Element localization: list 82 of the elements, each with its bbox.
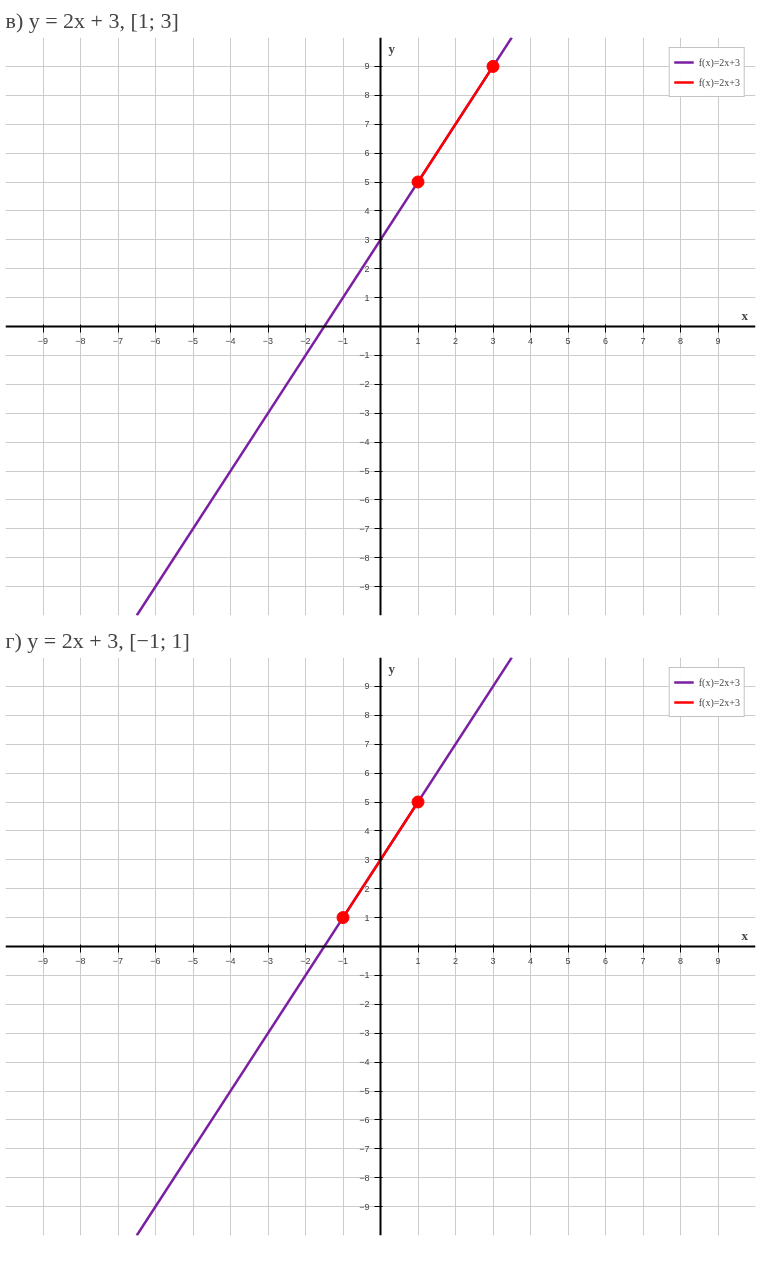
- y-tick-label: −6: [359, 494, 370, 505]
- y-tick-label: 7: [364, 119, 370, 130]
- y-tick-label: 6: [364, 148, 370, 159]
- y-tick-label: −8: [359, 1172, 370, 1183]
- x-tick-label: −8: [75, 955, 86, 966]
- x-tick-label: −1: [337, 955, 349, 966]
- x-tick-label: −2: [300, 955, 311, 966]
- x-tick-label: −4: [225, 335, 236, 346]
- y-tick-label: 1: [364, 292, 370, 303]
- x-tick-label: −3: [262, 335, 274, 346]
- x-tick-label: −9: [37, 335, 49, 346]
- x-tick-label: 3: [490, 335, 496, 346]
- y-tick-label: −3: [359, 408, 370, 419]
- x-tick-label: 1: [415, 335, 421, 346]
- y-tick-label: 2: [364, 263, 370, 274]
- y-tick-label: 6: [364, 768, 370, 779]
- x-tick-label: −1: [337, 335, 349, 346]
- x-tick-label: −4: [225, 955, 236, 966]
- legend-label: f(x)=2x+3: [698, 76, 740, 88]
- y-tick-label: 4: [364, 205, 370, 216]
- x-tick-label: 2: [453, 955, 459, 966]
- x-tick-label: −6: [150, 955, 161, 966]
- x-tick-label: 3: [490, 955, 496, 966]
- y-tick-label: −1: [359, 970, 370, 981]
- x-tick-label: 7: [640, 955, 646, 966]
- legend-label: f(x)=2x+3: [698, 696, 740, 708]
- x-tick-label: −7: [112, 955, 124, 966]
- legend-label: f(x)=2x+3: [698, 56, 740, 68]
- y-tick-label: −6: [359, 1114, 370, 1125]
- x-tick-label: 5: [565, 955, 571, 966]
- x-tick-label: 9: [715, 955, 721, 966]
- chart-title: в) y = 2x + 3, [1; 3]: [5, 7, 179, 33]
- y-tick-label: −7: [359, 523, 370, 534]
- y-tick-label: −2: [359, 999, 370, 1010]
- x-tick-label: 6: [603, 335, 609, 346]
- y-axis-title: y: [388, 40, 396, 56]
- y-tick-label: 4: [364, 825, 370, 836]
- x-tick-label: −8: [75, 335, 86, 346]
- y-tick-label: −8: [359, 552, 370, 563]
- y-tick-label: −4: [359, 437, 370, 448]
- x-tick-label: 6: [603, 955, 609, 966]
- x-tick-label: 9: [715, 335, 721, 346]
- x-tick-label: 4: [528, 335, 534, 346]
- x-tick-label: −3: [262, 955, 274, 966]
- y-tick-label: −9: [359, 581, 370, 592]
- y-tick-label: 8: [364, 90, 370, 101]
- y-tick-label: 5: [364, 797, 370, 807]
- y-tick-label: 7: [364, 739, 370, 750]
- y-tick-label: 1: [364, 912, 370, 923]
- y-tick-label: −9: [359, 1201, 370, 1212]
- x-tick-label: 7: [640, 335, 646, 346]
- x-tick-label: −2: [300, 335, 311, 346]
- x-tick-label: 5: [565, 335, 571, 346]
- x-tick-label: 2: [453, 335, 459, 346]
- y-tick-label: −5: [359, 466, 370, 476]
- chart-title: г) y = 2x + 3, [−1; 1]: [5, 627, 190, 653]
- y-tick-label: −2: [359, 379, 370, 390]
- y-tick-label: 9: [364, 681, 370, 692]
- x-tick-label: 8: [678, 335, 684, 346]
- x-tick-label: −5: [187, 335, 199, 346]
- x-tick-label: 8: [678, 955, 684, 966]
- x-axis-title: x: [741, 927, 749, 943]
- y-tick-label: 5: [364, 177, 370, 187]
- y-tick-label: −5: [359, 1086, 370, 1096]
- x-axis-title: x: [741, 307, 749, 323]
- y-tick-label: −1: [359, 350, 370, 361]
- y-axis-title: y: [388, 660, 396, 676]
- x-tick-label: 1: [415, 955, 421, 966]
- y-tick-label: 3: [364, 234, 370, 245]
- x-tick-label: −9: [37, 955, 49, 966]
- y-tick-label: −3: [359, 1028, 370, 1039]
- y-tick-label: 9: [364, 61, 370, 72]
- y-tick-label: −7: [359, 1143, 370, 1154]
- y-tick-label: 2: [364, 883, 370, 894]
- x-tick-label: 4: [528, 955, 534, 966]
- x-tick-label: −7: [112, 335, 124, 346]
- y-tick-label: −4: [359, 1057, 370, 1068]
- y-tick-label: 8: [364, 710, 370, 721]
- x-tick-label: −5: [187, 955, 199, 966]
- legend-label: f(x)=2x+3: [698, 676, 740, 688]
- x-tick-label: −6: [150, 335, 161, 346]
- y-tick-label: 3: [364, 854, 370, 865]
